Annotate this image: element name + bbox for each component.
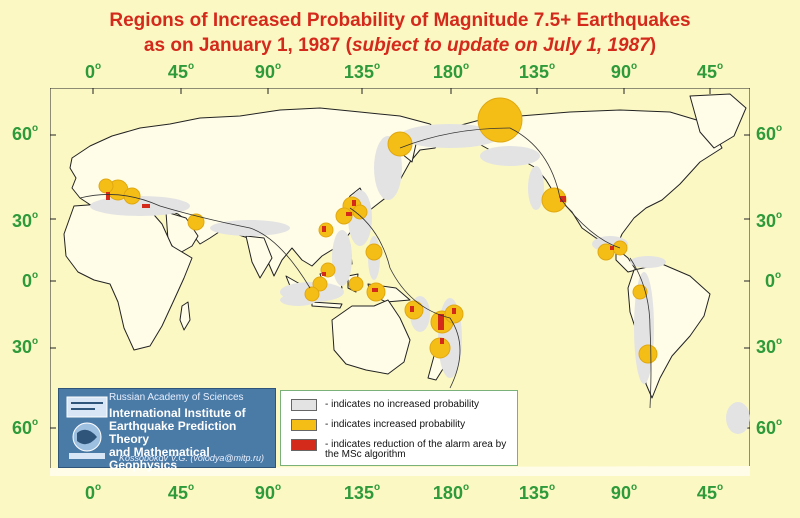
lon-label-bottom-90w: 90o <box>610 482 638 503</box>
red-zone-taiwan <box>322 226 326 232</box>
red-zone-fiji <box>452 308 456 314</box>
india-land <box>245 235 273 279</box>
lon-label-bottom-180: 180o <box>432 482 470 503</box>
institute-name: International Institute of Earthquake Pr… <box>109 406 246 472</box>
legend-swatch-gray <box>291 399 317 411</box>
institute-panel: Russian Academy of Sciences Internationa… <box>58 388 276 472</box>
yellow-zone-banda <box>348 276 364 292</box>
gray-zone-philippines <box>332 230 352 286</box>
plate-boundaries <box>79 127 652 409</box>
map-legend: - indicates no increased probability - i… <box>280 390 518 466</box>
red-zone-italy <box>106 192 110 200</box>
lat-label-left-30s: 30o <box>12 336 39 357</box>
lat-label-left-60s: 60o <box>12 417 39 438</box>
yellow-zone-aegean <box>123 187 141 205</box>
antarctica-land <box>50 466 750 476</box>
author-credit: Kossobokov V.G. (volodya@mitp.ru) <box>119 453 265 463</box>
legend-swatch-yellow <box>291 419 317 431</box>
red-zone-cascadia <box>560 196 566 202</box>
yellow-zone-peru <box>632 284 648 300</box>
lat-label-right-30s: 30o <box>756 336 783 357</box>
yellow-zone-chile <box>638 344 658 364</box>
yellow-zone-sulawesi <box>312 276 328 292</box>
lon-label-top-90: 90o <box>254 61 282 82</box>
red-zone-japan <box>346 212 352 216</box>
red-zone-new-guinea <box>372 288 378 292</box>
australia-land <box>331 299 411 375</box>
gray-zone-alpide <box>90 196 190 216</box>
red-zone-vanuatu <box>438 314 444 330</box>
lat-label-right-60s: 60o <box>756 417 783 438</box>
red-zone-philippines <box>322 272 326 276</box>
academy-label: Russian Academy of Sciences <box>109 392 244 403</box>
institute-logo-icon <box>66 396 108 459</box>
red-zone-mexico <box>610 246 614 250</box>
yellow-zone-marianas <box>365 243 383 261</box>
gray-zone-scotia <box>726 402 750 434</box>
yellow-zone-italy <box>98 178 114 194</box>
lat-label-right-0: 0o <box>765 270 782 291</box>
lat-label-right-60n: 60o <box>756 123 783 144</box>
red-zone-solomon <box>410 306 414 312</box>
map-title-line1: Regions of Increased Probability of Magn… <box>109 10 691 31</box>
lon-label-top-45w: 45o <box>696 61 724 82</box>
lon-label-top-45: 45o <box>167 61 195 82</box>
lon-label-top-90w: 90o <box>610 61 638 82</box>
gray-zone-cascadia <box>528 166 544 210</box>
lon-label-bottom-135w: 135o <box>518 482 556 503</box>
reduction-zones <box>106 192 614 344</box>
greenland-land <box>689 93 747 149</box>
red-zone-izu <box>352 200 356 206</box>
lon-label-bottom-135: 135o <box>343 482 381 503</box>
java-land <box>311 301 343 309</box>
land-masses <box>50 93 750 476</box>
yellow-zone-izu <box>352 204 368 220</box>
lon-label-top-0: 0o <box>84 61 102 82</box>
red-zone-tonga <box>440 338 444 344</box>
gray-zone-caribbean <box>630 256 666 268</box>
lon-label-bottom-0: 0o <box>84 482 102 503</box>
lon-label-top-180: 180o <box>432 61 470 82</box>
map-title-line2: as on January 1, 1987 (subject to update… <box>143 35 657 56</box>
lat-label-left-60n: 60o <box>12 123 39 144</box>
yellow-zone-iran <box>187 213 205 231</box>
madagascar-land <box>179 301 191 331</box>
lon-label-top-135: 135o <box>343 61 381 82</box>
lon-label-bottom-45w: 45o <box>696 482 724 503</box>
lat-label-right-30n: 30o <box>756 210 783 231</box>
gray-zone-alaska <box>480 146 540 166</box>
yellow-zone-alaska <box>477 97 523 143</box>
yellow-zone-kamchatka <box>387 131 413 157</box>
lon-label-bottom-90: 90o <box>254 482 282 503</box>
lat-label-left-30n: 30o <box>12 210 39 231</box>
legend-swatch-red <box>291 439 317 451</box>
yellow-zone-sunda <box>304 286 320 302</box>
red-zone-aegean <box>142 204 150 208</box>
lat-label-left-0: 0o <box>22 270 39 291</box>
lon-label-top-135w: 135o <box>518 61 556 82</box>
lon-label-bottom-45: 45o <box>167 482 195 503</box>
